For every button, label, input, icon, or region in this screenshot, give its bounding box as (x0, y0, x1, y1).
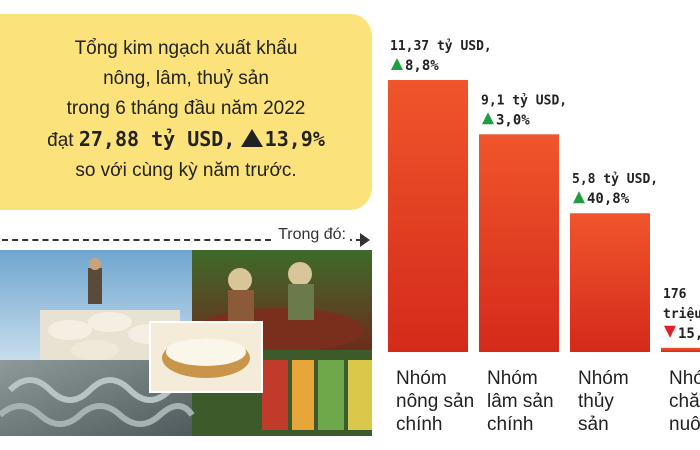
growth-up-icon (482, 112, 494, 125)
category-label: Nhóm (669, 368, 700, 389)
summary-line-3: trong 6 tháng đầu năm 2022 (66, 98, 306, 119)
arrow-right-icon (360, 233, 370, 247)
summary-line-4: đạt 27,88 tỷ USD, 13,9% (0, 124, 372, 156)
category-label: Nhóm (487, 368, 538, 389)
value-label: 9,1 tỷ USD, (481, 93, 567, 108)
summary-growth: 13,9% (264, 127, 325, 151)
divider: Trong đó: (0, 226, 372, 247)
value-label: 11,37 tỷ USD, (390, 39, 492, 54)
growth-label: 15, (678, 326, 700, 342)
summary-line-1: Tổng kim ngạch xuất khẩu (74, 38, 298, 59)
category-label: sản (578, 414, 609, 435)
category-label: nông sản (396, 391, 474, 412)
bar (479, 134, 559, 352)
growth-up-icon (391, 58, 403, 70)
value-label: triệu U (663, 307, 700, 322)
growth-up-icon (573, 191, 585, 204)
category-label: nuôi (669, 414, 700, 435)
category-label: lâm sản (487, 391, 554, 412)
value-label: 5,8 tỷ USD, (572, 172, 658, 187)
category-label: chính (487, 414, 533, 435)
dashed-line (2, 239, 362, 241)
growth-label: 8,8% (405, 58, 439, 74)
bars-layer (388, 80, 700, 352)
category-label: thủy (578, 391, 614, 412)
growth-label: 40,8% (587, 191, 630, 207)
bar (570, 213, 650, 352)
photo-collage (0, 250, 372, 436)
category-label: Nhóm (396, 368, 447, 389)
summary-prefix: đạt (47, 130, 74, 151)
divider-label: Trong đó: (274, 226, 350, 244)
summary-panel: Tổng kim ngạch xuất khẩu nông, lâm, thuỷ… (0, 14, 372, 210)
category-label: Nhóm (578, 368, 629, 389)
summary-line-5: so với cùng kỳ năm trước. (75, 160, 297, 181)
coffee-harvest-photo (192, 250, 372, 352)
bar (661, 347, 700, 352)
growth-up-icon (240, 129, 263, 147)
category-label: chính (396, 414, 442, 435)
growth-label: 3,0% (496, 112, 530, 128)
summary-line-2: nông, lâm, thuỷ sản (103, 68, 269, 89)
bar (388, 80, 468, 352)
value-label: 176 (663, 287, 687, 302)
summary-total-value: 27,88 tỷ USD, (78, 127, 236, 151)
growth-down-icon (664, 325, 676, 338)
rice-bowl-photo (149, 321, 263, 393)
